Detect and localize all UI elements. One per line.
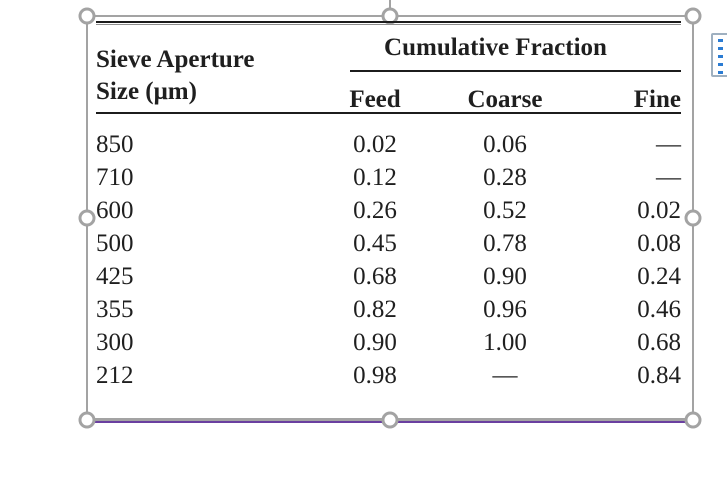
cell-coarse: — xyxy=(492,362,518,389)
cell-sieve: 500 xyxy=(96,230,134,257)
cell-coarse: 0.06 xyxy=(483,131,527,158)
cell-fine: 0.02 xyxy=(637,197,681,224)
cell-feed: 0.98 xyxy=(353,362,397,389)
selection-handle-top-middle[interactable] xyxy=(381,7,399,25)
cell-coarse: 1.00 xyxy=(483,329,527,356)
cell-coarse: 0.90 xyxy=(483,263,527,290)
col1-header-cell: Sieve Aperture Size (μm) xyxy=(96,24,310,128)
selection-handle-middle-right[interactable] xyxy=(684,209,702,227)
cell-feed: 0.12 xyxy=(353,164,397,191)
layout-options-icon xyxy=(718,71,723,74)
layout-options-icon xyxy=(718,39,723,42)
cell-fine: 0.84 xyxy=(637,362,681,389)
cell-sieve: 300 xyxy=(96,329,134,356)
cell-fine: 0.24 xyxy=(637,263,681,290)
cell-feed: 0.90 xyxy=(353,329,397,356)
header-bottom-rule xyxy=(96,112,681,114)
cell-fine: — xyxy=(656,164,681,191)
layout-options-icon xyxy=(718,55,723,58)
cell-fine: 0.46 xyxy=(637,296,681,323)
cell-sieve: 850 xyxy=(96,131,134,158)
selection-handle-bottom-right[interactable] xyxy=(684,411,702,429)
table-row: 300 0.90 1.00 0.68 xyxy=(96,326,681,359)
table-row: 425 0.68 0.90 0.24 xyxy=(96,260,681,293)
col1-header-line1: Sieve Aperture xyxy=(96,46,255,73)
cell-feed: 0.02 xyxy=(353,131,397,158)
layout-options-button[interactable] xyxy=(711,33,727,77)
table-row: 600 0.26 0.52 0.02 xyxy=(96,194,681,227)
cell-fine: — xyxy=(656,131,681,158)
selection-handle-bottom-middle[interactable] xyxy=(381,411,399,429)
cell-sieve: 600 xyxy=(96,197,134,224)
cell-coarse: 0.28 xyxy=(483,164,527,191)
layout-options-icon xyxy=(718,63,723,66)
cell-feed: 0.45 xyxy=(353,230,397,257)
column-header-row: Feed Coarse Fine xyxy=(96,70,681,128)
column-header-coarse: Coarse xyxy=(467,85,543,113)
selection-handle-middle-left[interactable] xyxy=(78,209,96,227)
table-row: 850 0.02 0.06 — xyxy=(96,128,681,161)
selection-handle-top-right[interactable] xyxy=(684,7,702,25)
col1-header-line2: Size (μm) xyxy=(96,78,197,105)
table-row: 500 0.45 0.78 0.08 xyxy=(96,227,681,260)
column-header-fine: Fine xyxy=(633,85,681,113)
table-row: 212 0.98 — 0.84 xyxy=(96,359,681,392)
cell-sieve: 710 xyxy=(96,164,134,191)
table-row: 355 0.82 0.96 0.46 xyxy=(96,293,681,326)
sieve-analysis-table: Sieve Aperture Size (μm) Cumulative Frac… xyxy=(96,24,681,392)
rotation-handle-stem xyxy=(389,0,391,9)
selection-handle-bottom-left[interactable] xyxy=(78,411,96,429)
cell-coarse: 0.96 xyxy=(483,296,527,323)
table-top-rule-shadow xyxy=(96,24,681,25)
layout-options-icon xyxy=(718,47,723,50)
cell-feed: 0.68 xyxy=(353,263,397,290)
group-header-underline xyxy=(350,70,681,72)
cell-fine: 0.68 xyxy=(637,329,681,356)
group-header-row: Sieve Aperture Size (μm) Cumulative Frac… xyxy=(96,24,681,106)
group-header-cell: Cumulative Fraction xyxy=(384,33,607,61)
table-top-rule xyxy=(96,21,681,23)
cell-sieve: 425 xyxy=(96,263,134,290)
cell-fine: 0.08 xyxy=(637,230,681,257)
cell-coarse: 0.52 xyxy=(483,197,527,224)
cell-coarse: 0.78 xyxy=(483,230,527,257)
column-header-feed: Feed xyxy=(349,85,401,113)
cell-sieve: 355 xyxy=(96,296,134,323)
selection-handle-top-left[interactable] xyxy=(78,7,96,25)
cell-sieve: 212 xyxy=(96,362,134,389)
cell-feed: 0.82 xyxy=(353,296,397,323)
cell-feed: 0.26 xyxy=(353,197,397,224)
table-row: 710 0.12 0.28 — xyxy=(96,161,681,194)
